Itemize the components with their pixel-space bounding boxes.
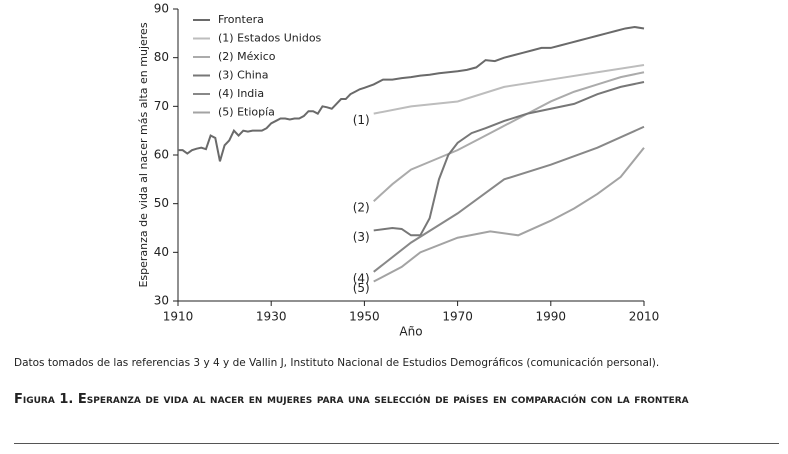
y-tick-label: 50 xyxy=(154,196,169,210)
legend-label: (4) India xyxy=(218,87,264,100)
chart: Año Esperanza de vida al nacer más alta … xyxy=(137,2,660,339)
series-label: (3) xyxy=(353,230,370,244)
legend-label: (1) Estados Unidos xyxy=(218,32,322,45)
x-axis-label: Año xyxy=(399,325,422,339)
x-tick-label: 1950 xyxy=(349,310,380,324)
legend-label: (5) Etiopía xyxy=(218,106,275,119)
series-line xyxy=(373,147,645,283)
legend-label: Frontera xyxy=(218,13,264,26)
rule xyxy=(14,443,779,444)
x-tick-label: 1970 xyxy=(442,310,473,324)
y-axis-label: Esperanza de vida al nacer más alta en m… xyxy=(137,22,150,287)
x-tick-label: 1990 xyxy=(536,310,567,324)
series-line xyxy=(373,71,645,202)
series-line xyxy=(373,63,645,115)
y-tick-label: 60 xyxy=(154,148,169,162)
series-label: (1) xyxy=(353,113,370,127)
series-line xyxy=(373,125,645,273)
y-tick-label: 80 xyxy=(154,50,169,64)
y-tick-label: 40 xyxy=(154,245,169,259)
series-line xyxy=(178,25,645,162)
series-label: (5) xyxy=(353,281,370,295)
legend-label: (3) China xyxy=(218,69,269,82)
y-tick-label: 90 xyxy=(154,2,169,16)
y-tick-label: 30 xyxy=(154,294,169,308)
y-tick-label: 70 xyxy=(154,99,169,113)
x-tick-label: 1930 xyxy=(256,310,287,324)
x-tick-label: 2010 xyxy=(629,310,660,324)
series-label: (4) xyxy=(353,271,370,285)
series-label: (2) xyxy=(353,201,370,215)
legend-label: (2) México xyxy=(218,50,276,63)
source-note: Datos tomados de las referencias 3 y 4 y… xyxy=(14,357,660,369)
figure-caption: Figura 1. Esperanza de vida al nacer en … xyxy=(14,392,689,407)
x-tick-label: 1910 xyxy=(163,310,194,324)
series-line xyxy=(373,81,645,237)
